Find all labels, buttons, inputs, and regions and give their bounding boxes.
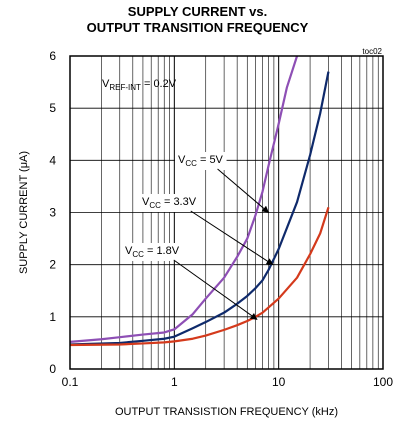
series-group [70, 56, 330, 347]
annotation-vcc5: VCC = 5V [175, 152, 270, 213]
annotation-arrow [173, 259, 258, 320]
annotation-box [139, 194, 200, 212]
x-tick-label: 0.1 [62, 375, 79, 389]
annotations: VREF-INT = 0.2V VCC = 5V VCC = 3.3V VCC = 1… [102, 78, 274, 320]
y-tick-label: 4 [49, 153, 56, 167]
annotation-label: VREF-INT = 0.2V [102, 78, 177, 92]
series-line-1 [70, 71, 330, 346]
y-tick-label: 6 [49, 49, 56, 63]
annotation-arrow [217, 168, 270, 213]
annotation-label: VCC = 3.3V [142, 196, 197, 210]
x-tick-label: 1 [171, 375, 178, 389]
annotation-vcc18: VCC = 1.8V [122, 243, 258, 320]
chart-title-line-1: SUPPLY CURRENT vs. [127, 4, 268, 19]
annotation-box [175, 152, 227, 170]
x-axis-label: OUTPUT TRANSISTION FREQUENCY (kHz) [115, 406, 338, 418]
series-line-2 [70, 206, 330, 347]
annotation-label: VCC = 1.8V [125, 245, 180, 259]
annotation-arrow [190, 210, 274, 266]
figure-code: toc02 [362, 47, 382, 56]
y-axis-label: SUPPLY CURRENT (μA) [18, 151, 30, 274]
x-tick-label: 100 [373, 375, 393, 389]
annotation-vref: VREF-INT = 0.2V [102, 78, 177, 92]
tick-labels: 0.1 1 10 100 0 1 2 3 4 5 6 [49, 49, 393, 389]
y-tick-label: 0 [49, 362, 56, 376]
annotation-label: VCC = 5V [178, 154, 224, 168]
y-tick-label: 2 [49, 258, 56, 272]
annotation-box [122, 243, 183, 261]
y-tick-label: 5 [49, 101, 56, 115]
annotation-vcc33: VCC = 3.3V [139, 194, 274, 266]
y-tick-label: 3 [49, 206, 56, 220]
x-tick-label: 10 [272, 375, 286, 389]
plot-frame [69, 55, 384, 370]
series-line-0 [70, 56, 299, 343]
chart-title-line-2: OUTPUT TRANSITION FREQUENCY [86, 20, 309, 35]
grid [70, 56, 383, 369]
y-tick-label: 1 [49, 310, 56, 324]
